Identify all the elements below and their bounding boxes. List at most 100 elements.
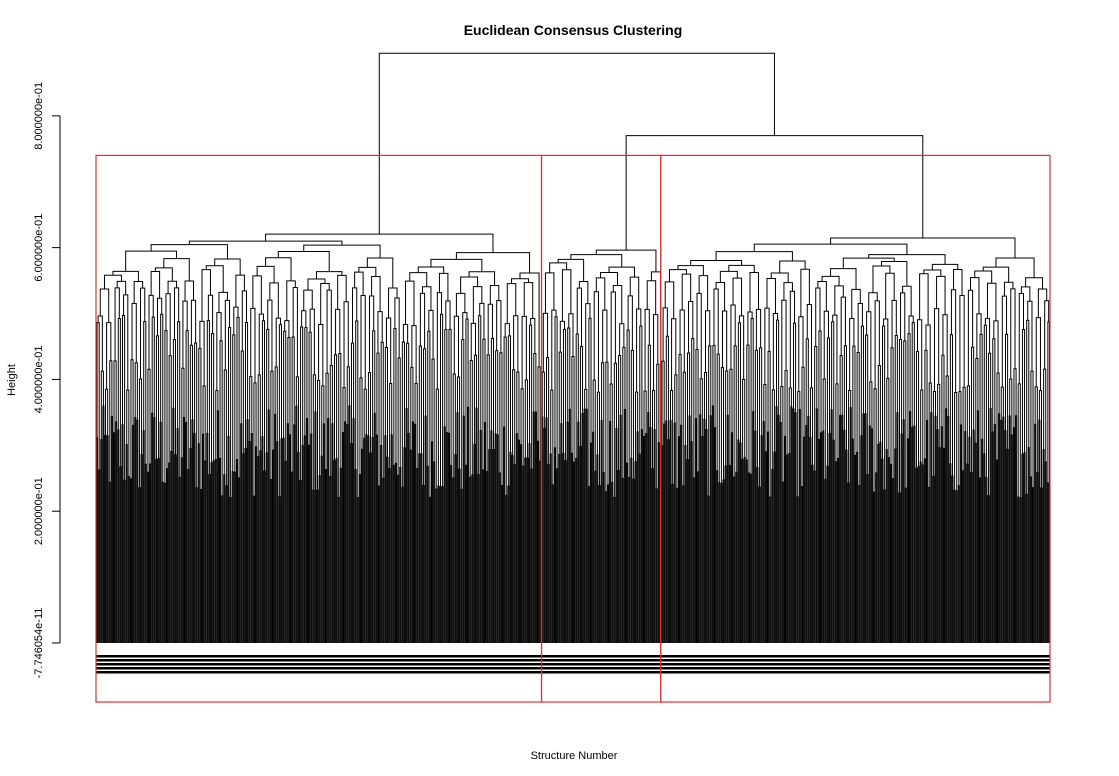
branch bbox=[991, 431, 994, 643]
branch bbox=[613, 362, 617, 498]
branch bbox=[223, 369, 227, 486]
branch bbox=[202, 433, 205, 643]
branch bbox=[682, 371, 686, 486]
branch bbox=[742, 379, 746, 460]
branch bbox=[163, 258, 190, 282]
branch bbox=[416, 468, 419, 643]
branch bbox=[642, 436, 646, 643]
branch bbox=[772, 313, 779, 390]
branch bbox=[602, 309, 608, 363]
branch bbox=[380, 444, 383, 643]
branch bbox=[979, 333, 983, 479]
branch bbox=[348, 405, 351, 643]
branch bbox=[533, 352, 537, 413]
branch bbox=[388, 287, 398, 318]
branch bbox=[760, 435, 763, 643]
branch bbox=[753, 243, 908, 255]
branch bbox=[174, 454, 177, 643]
branch bbox=[112, 270, 139, 282]
branch bbox=[953, 269, 963, 296]
branch bbox=[104, 434, 107, 643]
x-axis-label: Structure Number bbox=[531, 750, 618, 762]
branch bbox=[394, 462, 398, 643]
branch bbox=[571, 355, 575, 463]
branch bbox=[322, 423, 325, 643]
branch bbox=[513, 463, 516, 643]
branch bbox=[526, 457, 529, 643]
branch bbox=[974, 270, 993, 284]
branch bbox=[720, 367, 725, 484]
branch bbox=[919, 461, 922, 643]
branch bbox=[320, 283, 330, 325]
branch bbox=[1002, 416, 1005, 643]
branch bbox=[377, 485, 381, 643]
branch bbox=[352, 418, 355, 643]
branch bbox=[367, 435, 370, 643]
branch bbox=[151, 316, 155, 418]
branch bbox=[556, 468, 559, 643]
branch bbox=[123, 294, 129, 391]
branch bbox=[354, 271, 364, 296]
branch bbox=[488, 449, 491, 643]
branch bbox=[962, 386, 966, 471]
branch bbox=[393, 328, 397, 466]
branch bbox=[439, 486, 442, 643]
branch bbox=[240, 350, 244, 454]
branch bbox=[329, 475, 332, 643]
branch bbox=[820, 432, 823, 643]
branch bbox=[595, 249, 657, 272]
branch bbox=[818, 330, 822, 440]
branch bbox=[728, 464, 731, 643]
branch bbox=[807, 416, 810, 643]
branch bbox=[331, 423, 334, 643]
branch bbox=[835, 383, 839, 462]
branch bbox=[185, 421, 188, 643]
branch bbox=[303, 289, 313, 311]
branch bbox=[382, 477, 385, 643]
branch bbox=[1035, 317, 1041, 391]
branch bbox=[877, 364, 881, 445]
branch bbox=[168, 462, 171, 643]
branch bbox=[694, 418, 697, 643]
branch bbox=[545, 417, 548, 643]
branch bbox=[568, 408, 571, 643]
branch bbox=[373, 412, 376, 643]
branch bbox=[886, 377, 890, 458]
branch bbox=[889, 463, 893, 643]
branch bbox=[544, 272, 555, 314]
branch bbox=[595, 277, 606, 311]
branch bbox=[335, 457, 338, 643]
branch bbox=[701, 436, 704, 643]
branch bbox=[806, 304, 812, 388]
branch bbox=[411, 421, 414, 643]
branch bbox=[479, 429, 482, 643]
branch bbox=[282, 437, 285, 643]
branch bbox=[645, 433, 648, 643]
branch bbox=[333, 459, 336, 643]
branch bbox=[308, 331, 312, 446]
branch bbox=[496, 434, 499, 643]
branch bbox=[312, 489, 315, 643]
branch bbox=[612, 284, 623, 324]
branch bbox=[460, 488, 463, 643]
branch bbox=[337, 274, 347, 310]
branch bbox=[153, 417, 156, 643]
branch bbox=[219, 340, 223, 496]
branch bbox=[640, 429, 643, 643]
branch bbox=[280, 438, 283, 643]
branch bbox=[500, 484, 504, 643]
branch bbox=[733, 345, 737, 478]
branch bbox=[530, 468, 533, 643]
branch bbox=[775, 406, 778, 643]
branch bbox=[892, 478, 895, 643]
branch bbox=[134, 417, 137, 643]
branch bbox=[634, 461, 637, 643]
branch bbox=[865, 334, 869, 475]
branch bbox=[596, 454, 599, 643]
branch bbox=[711, 405, 714, 643]
branch bbox=[422, 484, 425, 643]
branch bbox=[112, 432, 116, 643]
branch bbox=[587, 486, 590, 643]
branch bbox=[636, 431, 639, 643]
branch bbox=[743, 456, 746, 643]
